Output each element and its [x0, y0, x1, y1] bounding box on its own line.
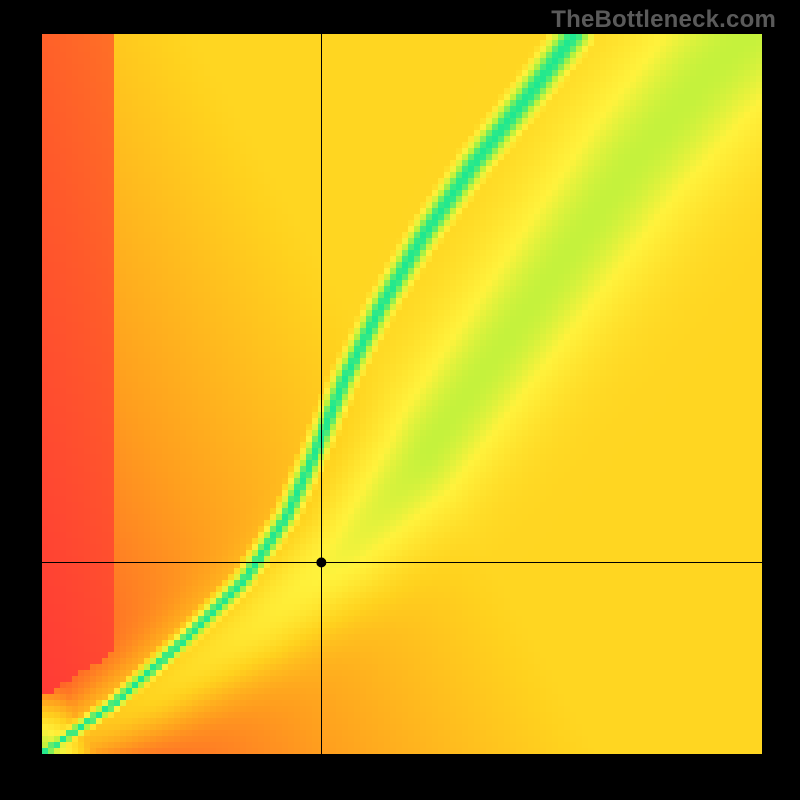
watermark-text: TheBottleneck.com — [551, 6, 776, 34]
chart-root: TheBottleneck.com — [0, 0, 800, 800]
heatmap-canvas — [0, 0, 800, 800]
